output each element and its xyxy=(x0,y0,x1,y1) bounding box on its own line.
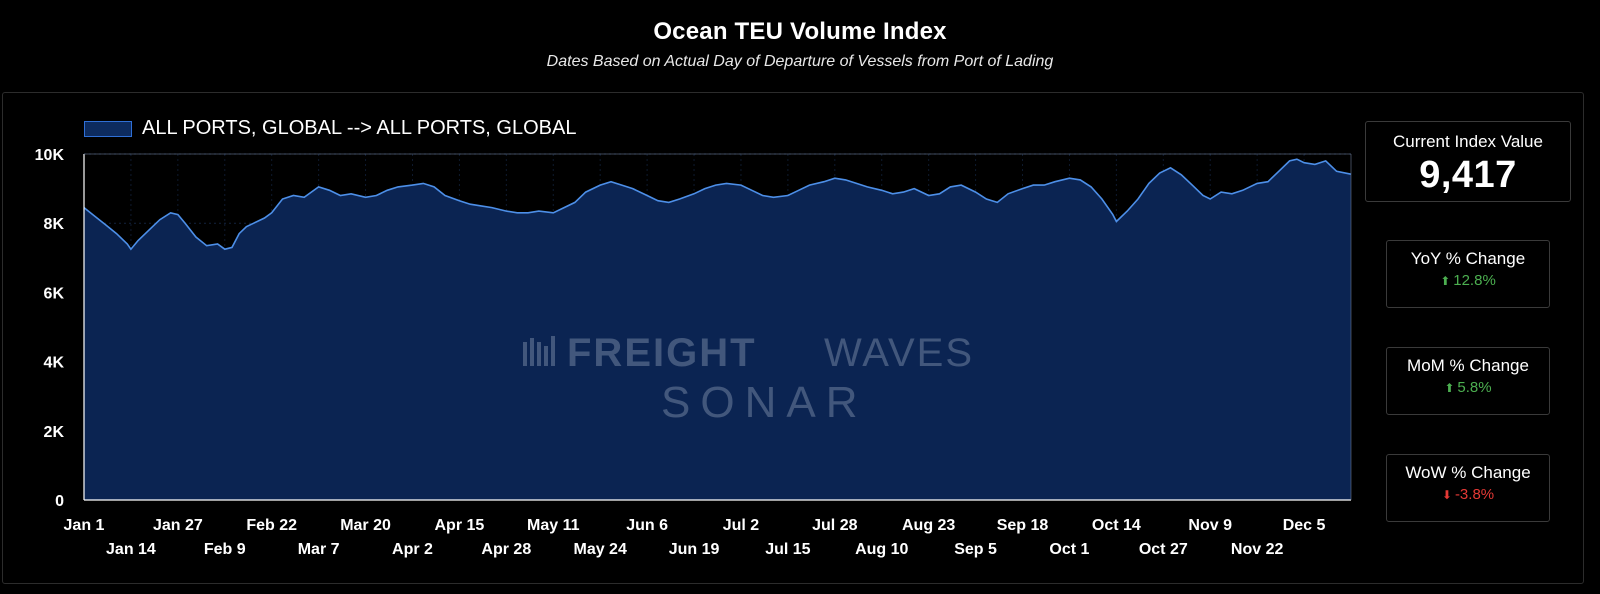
wow-change-value: -3.8% xyxy=(1454,486,1495,503)
x-tick-label: Oct 27 xyxy=(1139,541,1188,558)
current-index-title: Current Index Value xyxy=(1393,132,1543,151)
x-tick-label: Jun 19 xyxy=(669,541,720,558)
watermark-freight: FREIGHT xyxy=(567,331,757,375)
mom-change-title: MoM % Change xyxy=(1407,356,1529,375)
mom-change-value: 5.8% xyxy=(1457,379,1492,396)
series-line xyxy=(83,158,1352,251)
wow-change-value-row: ⬇ -3.8% xyxy=(1387,486,1549,503)
chart-subtitle: Dates Based on Actual Day of Departure o… xyxy=(546,53,1054,70)
x-tick-label: Oct 14 xyxy=(1092,517,1141,534)
y-tick-label: 8K xyxy=(44,216,65,233)
watermark-logo: FREIGHT WAVES SONAR xyxy=(523,331,974,427)
x-tick-label: May 11 xyxy=(527,517,580,534)
x-tick-label: Nov 9 xyxy=(1188,517,1232,534)
series-line-group xyxy=(83,158,1352,251)
x-tick-label: Jun 6 xyxy=(626,517,668,534)
axes xyxy=(83,153,1352,501)
x-tick-label: Dec 5 xyxy=(1283,517,1326,534)
yoy-change-title: YoY % Change xyxy=(1410,249,1526,268)
y-tick-label: 6K xyxy=(44,285,65,302)
x-tick-label: Sep 18 xyxy=(997,517,1049,534)
y-tick-label: 0 xyxy=(55,493,64,510)
yoy-change-value: 12.8% xyxy=(1453,272,1496,289)
chart-title: Ocean TEU Volume Index xyxy=(653,18,947,45)
x-tick-label: Aug 23 xyxy=(902,517,955,534)
chart-panel xyxy=(2,92,1584,584)
x-tick-label: Jan 27 xyxy=(153,517,203,534)
up-arrow-icon: ⬆ xyxy=(1440,274,1451,288)
down-arrow-icon: ⬇ xyxy=(1441,488,1452,502)
y-tick-label: 2K xyxy=(44,424,65,441)
yoy-change-value-row: ⬆ 12.8% xyxy=(1387,272,1549,289)
x-tick-label: Feb 9 xyxy=(204,541,246,558)
up-arrow-icon: ⬆ xyxy=(1444,381,1455,395)
x-tick-label: Apr 2 xyxy=(392,541,433,558)
current-index-card: Current Index Value 9,417 xyxy=(1365,121,1571,202)
x-tick-label: Apr 28 xyxy=(481,541,531,558)
watermark-bars-icon xyxy=(523,336,555,366)
legend-label: ALL PORTS, GLOBAL --> ALL PORTS, GLOBAL xyxy=(142,117,577,139)
x-tick-label: Nov 22 xyxy=(1231,541,1284,558)
x-tick-label: May 24 xyxy=(573,541,626,558)
wow-change-card: WoW % Change ⬇ -3.8% xyxy=(1386,454,1550,522)
x-tick-label: Jan 14 xyxy=(106,541,156,558)
watermark-sonar: SONAR xyxy=(661,378,867,427)
wow-change-title: WoW % Change xyxy=(1405,463,1531,482)
series-area-fill xyxy=(84,159,1351,500)
legend[interactable]: ALL PORTS, GLOBAL --> ALL PORTS, GLOBAL xyxy=(84,117,576,140)
x-tick-label: Jan 1 xyxy=(64,517,105,534)
x-tick-label: Jul 2 xyxy=(723,517,760,534)
x-tick-label: Oct 1 xyxy=(1049,541,1089,558)
legend-swatch xyxy=(84,120,132,137)
x-tick-label: Apr 15 xyxy=(435,517,485,534)
y-tick-label: 4K xyxy=(44,355,65,372)
series-area xyxy=(84,159,1351,500)
x-tick-label: Sep 5 xyxy=(954,541,997,558)
y-tick-labels: 0 2K 4K 6K 8K 10K xyxy=(35,147,65,510)
x-tick-label: Jul 28 xyxy=(812,517,857,534)
yoy-change-card: YoY % Change ⬆ 12.8% xyxy=(1386,240,1550,308)
mom-change-value-row: ⬆ 5.8% xyxy=(1387,379,1549,396)
x-tick-label: Mar 20 xyxy=(340,517,391,534)
x-tick-label: Jul 15 xyxy=(765,541,810,558)
x-tick-label: Mar 7 xyxy=(298,541,340,558)
y-tick-label: 10K xyxy=(35,147,65,164)
watermark-waves: WAVES xyxy=(824,331,974,375)
current-index-value: 9,417 xyxy=(1419,154,1517,196)
mom-change-card: MoM % Change ⬆ 5.8% xyxy=(1386,347,1550,415)
x-tick-label: Feb 22 xyxy=(246,517,297,534)
x-tick-label: Aug 10 xyxy=(855,541,908,558)
